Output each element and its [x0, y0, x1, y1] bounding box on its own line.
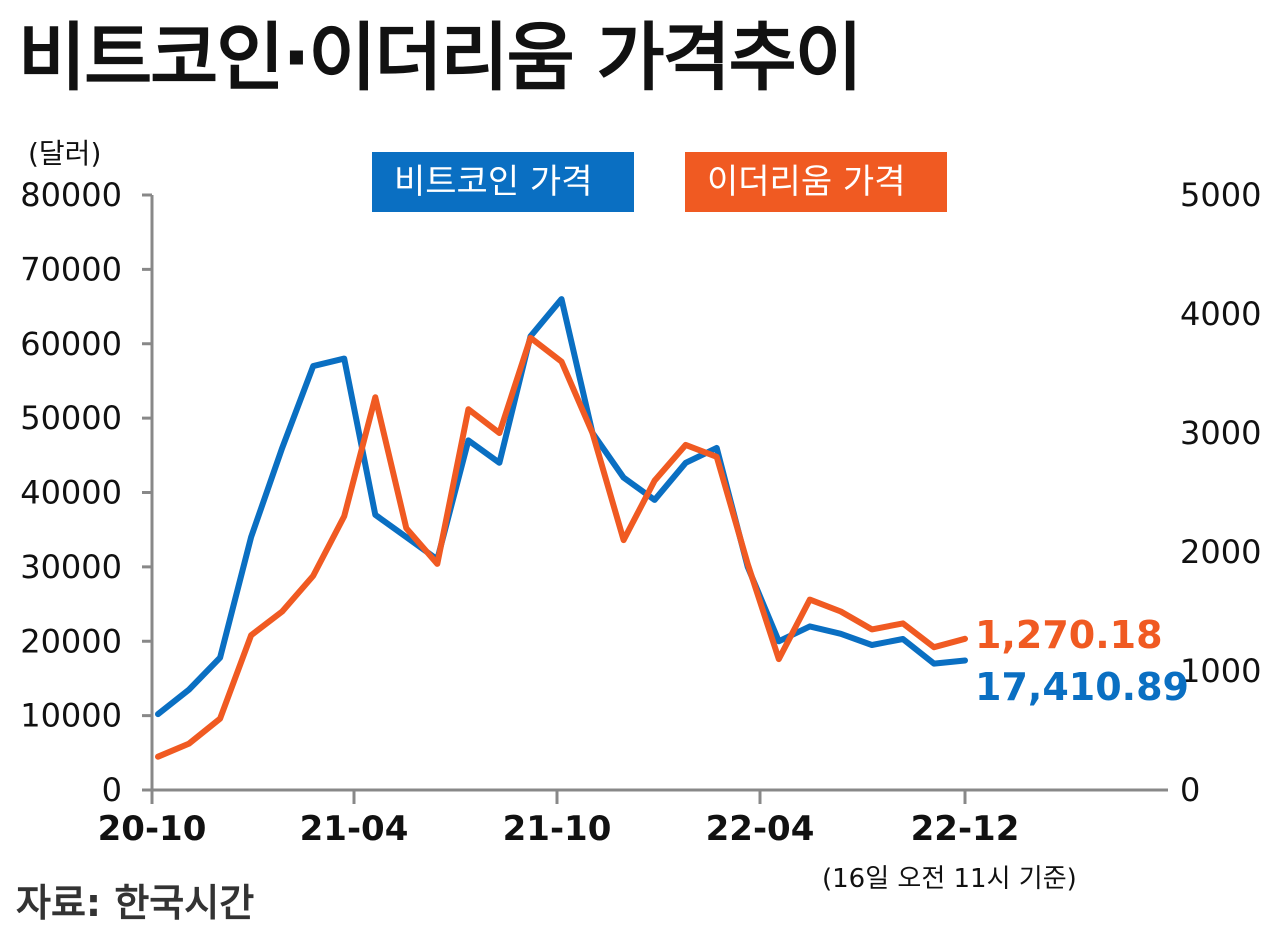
x-tick-label: 21-10	[503, 809, 612, 849]
y-left-tick-label: 70000	[20, 250, 122, 288]
timestamp-note: (16일 오전 11시 기준)	[822, 864, 1077, 894]
chart-axes	[150, 195, 1168, 804]
source-credit: 자료: 한국시간	[16, 881, 255, 925]
y-right-tick-label: 4000	[1180, 295, 1261, 333]
ethereum-last-price-label: 1,270.18	[975, 613, 1163, 657]
x-tick-label: 22-12	[911, 809, 1020, 849]
y-left-tick-label: 0	[102, 771, 122, 809]
y-right-tick-label: 2000	[1180, 533, 1261, 571]
y-left-tick-label: 80000	[20, 176, 122, 214]
chart-lines	[155, 296, 968, 760]
y-right-tick-label: 1000	[1180, 652, 1261, 690]
y-left-tick-label: 50000	[20, 399, 122, 437]
bitcoin-last-price-label: 17,410.89	[975, 665, 1189, 709]
y-left-tick-label: 20000	[20, 622, 122, 660]
bitcoin-price-line	[155, 296, 968, 718]
ethereum-price-line	[155, 334, 968, 760]
chart-end-labels: 17,410.89 1,270.18	[975, 613, 1189, 709]
y-left-tick-label: 40000	[20, 474, 122, 512]
chart-title: 비트코인·이더리움 가격추이	[18, 15, 863, 101]
y-left-tick-label: 60000	[20, 325, 122, 363]
y-left-tick-label: 30000	[20, 548, 122, 586]
y-right-tick-label: 0	[1180, 771, 1200, 809]
y-axis-unit-label: (달러)	[28, 137, 102, 170]
chart-ticks: 0100002000030000400005000060000700008000…	[20, 176, 1261, 849]
y-right-tick-label: 3000	[1180, 414, 1261, 452]
x-tick-label: 21-04	[300, 809, 409, 849]
x-tick-label: 22-04	[706, 809, 815, 849]
y-right-tick-label: 5000	[1180, 176, 1261, 214]
legend-bitcoin: 비트코인 가격	[372, 152, 634, 212]
y-left-tick-label: 10000	[20, 697, 122, 735]
legend-ethereum: 이더리움 가격	[685, 152, 947, 212]
x-tick-label: 20-10	[98, 809, 207, 849]
